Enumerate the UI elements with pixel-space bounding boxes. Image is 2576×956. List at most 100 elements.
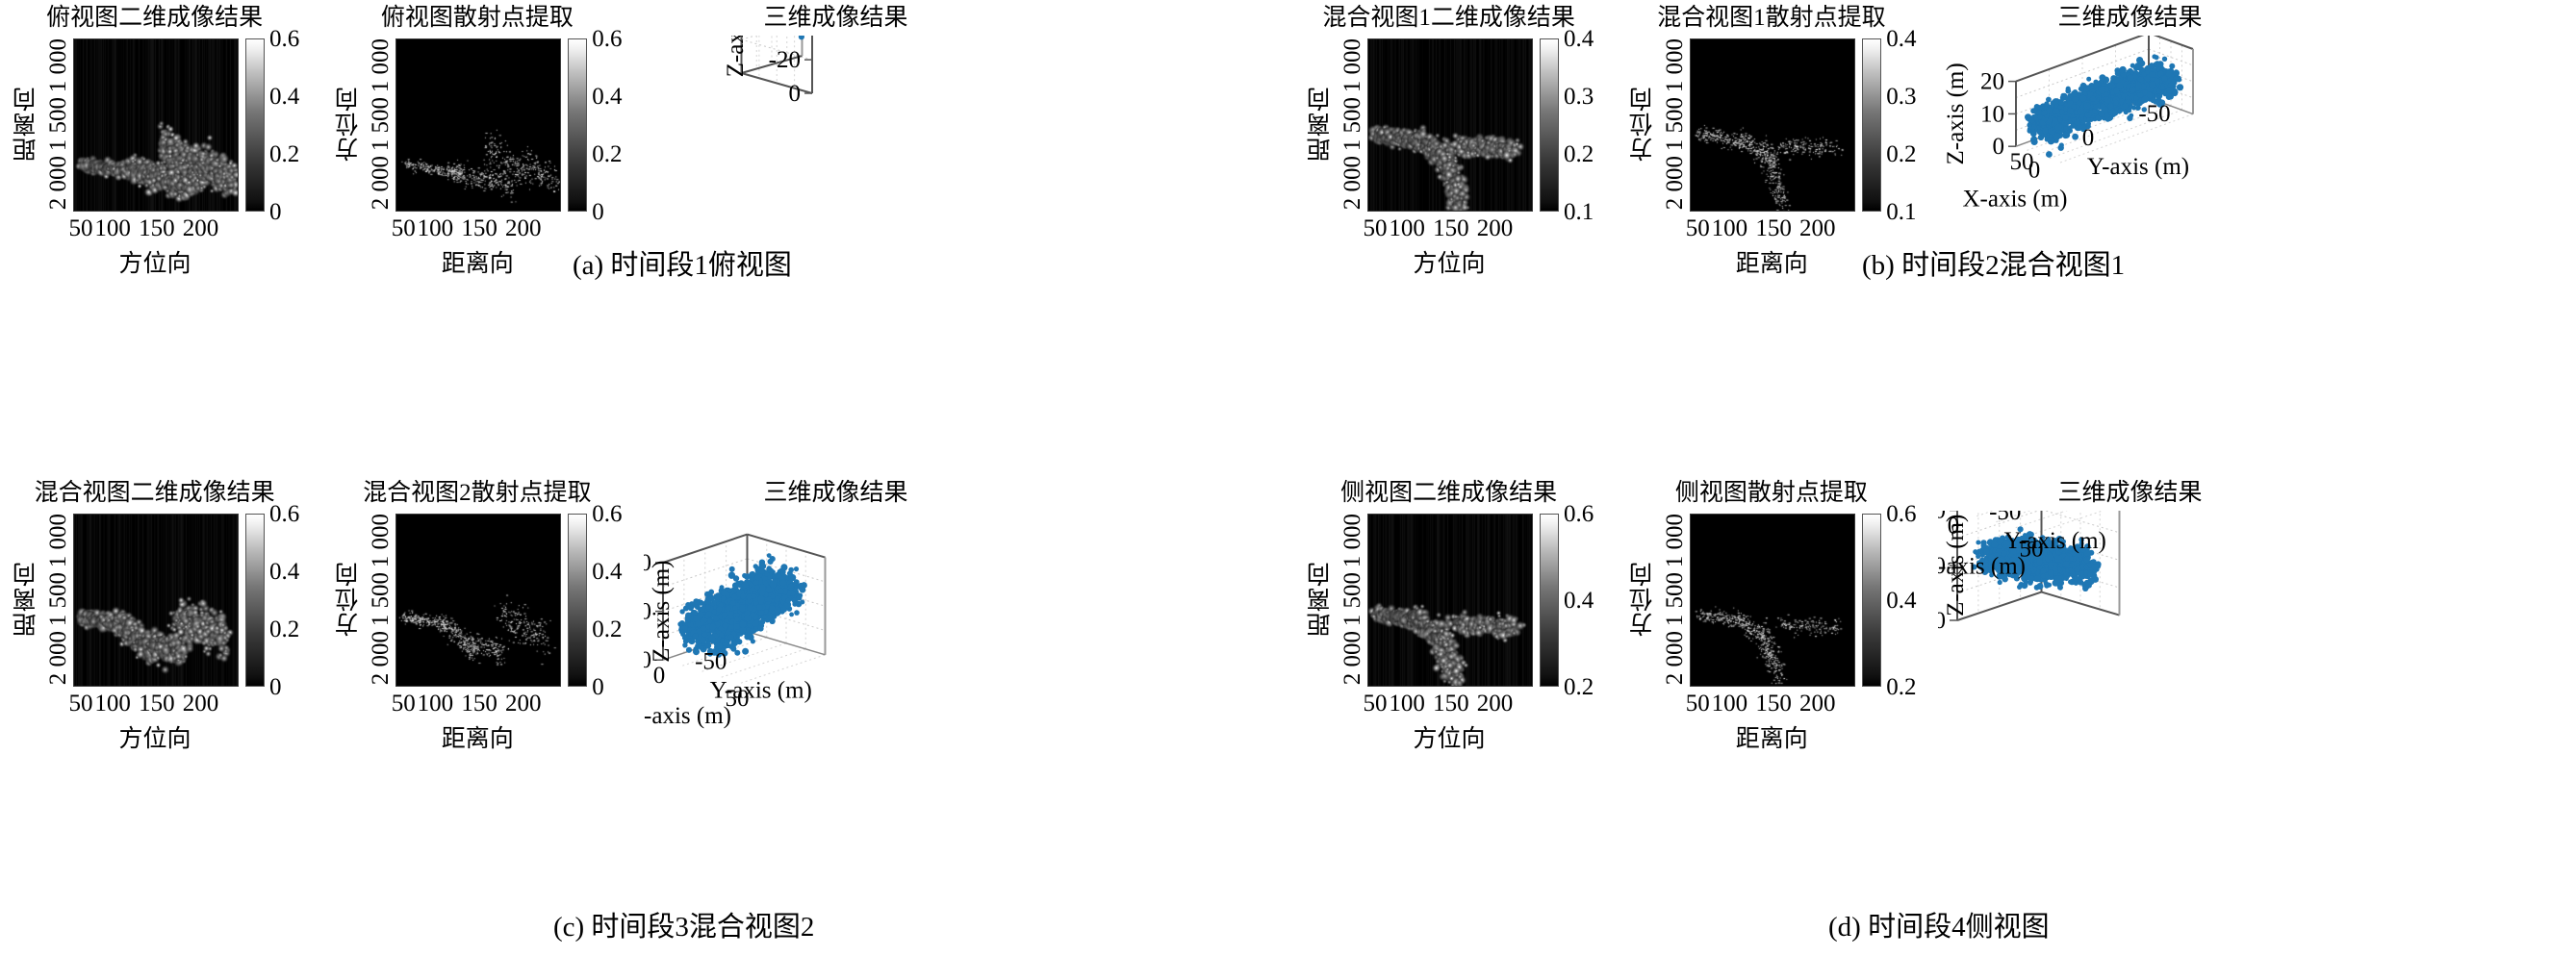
x-tick: 100 [417, 691, 454, 717]
scatter-point [781, 588, 788, 594]
y-axis-label-wrap: 方位向 [1626, 514, 1661, 685]
colorbar-tick-labels: 0.4 0.3 0.2 0.1 [1886, 25, 1917, 225]
x-tick: 100 [417, 215, 454, 241]
x-tick: 200 [182, 691, 219, 717]
colorbar-tick-labels: 0.6 0.4 0.2 0 [592, 25, 623, 225]
scatter-point [2165, 68, 2172, 75]
y-axis-label-wrap: 方位向 [332, 514, 367, 685]
scatter-point [693, 615, 701, 622]
scatter-point [754, 574, 760, 581]
scatter-point [2103, 91, 2108, 97]
x-tick-labels: 50 100 150 200 [392, 691, 559, 717]
x-tick-labels: 50 100 150 200 [392, 215, 559, 242]
scatter-point [2148, 81, 2155, 88]
scatter-point [741, 647, 749, 655]
x-axis-label: 方位向 [118, 726, 191, 752]
panel-row: 混合视图二维成像结果 距离向 1 000 1 500 2 000 50 100 150 200 方… [10, 481, 1029, 756]
scatter-point [732, 623, 740, 630]
x-tick-labels: 50 100 150 200 [1364, 691, 1531, 717]
y-axis-label-wrap: 方位向 [332, 38, 367, 210]
scatter-point [769, 581, 777, 588]
scatter-point [2119, 67, 2125, 74]
plot3d-title: 三维成像结果 [2057, 5, 2203, 31]
scatter-point [2137, 76, 2144, 83]
y-tick: 1 500 [45, 96, 71, 152]
axis-line [746, 582, 826, 607]
x-tick-labels: 50 100 150 200 [1686, 215, 1853, 242]
scatter-point [2150, 97, 2155, 104]
scatter-point [2158, 99, 2165, 106]
scatter-point [751, 593, 756, 599]
colorbar [1862, 514, 1882, 687]
scatter-point [2048, 138, 2053, 144]
axis-line [746, 607, 826, 631]
axis-line [2040, 564, 2120, 589]
plot2d-body: 方位向 1 000 1 500 2 000 50 100 150 200 距离向 0.6 0.4 0.… [332, 502, 623, 754]
colorbar-wrap: 0.6 0.4 0.2 [1540, 502, 1594, 699]
sar-image [395, 514, 562, 687]
scatter-point [692, 647, 699, 653]
scatter-point [716, 606, 722, 613]
scatter-point [2098, 110, 2105, 117]
x-tick: 150 [139, 691, 175, 717]
scatter-point [2074, 118, 2080, 126]
scatter-point [733, 616, 739, 622]
scatter-point [688, 638, 695, 645]
plot3d-area: 40 20 00 50 -50 Z-axis (m) X-axis (m)Y-axis (m… [644, 511, 1029, 756]
scatter-point [2134, 63, 2141, 69]
scatter-point [798, 36, 804, 40]
plot2d-body: 距离向 1 000 1 500 2 000 50 100 150 200 方位向 0.6 0.4 0.… [10, 27, 299, 279]
scatter-point [2043, 101, 2049, 107]
scatter-point [741, 581, 749, 589]
axis-tick-label: -40 [768, 36, 800, 39]
scatter-point [2171, 90, 2178, 97]
scatter-point [704, 604, 711, 610]
x-axis-label: 距离向 [441, 726, 514, 752]
x-tick: 200 [504, 215, 542, 241]
colorbar [568, 514, 588, 687]
sar-image [1367, 38, 1533, 212]
scatter-points [2024, 54, 2183, 158]
scatter-point [706, 618, 712, 624]
y-tick: 2 000 [1339, 630, 1365, 685]
scatter-point [2061, 132, 2069, 138]
colorbar-tick-labels: 0.6 0.4 0.2 0 [269, 500, 300, 700]
y-axis-label-wrap: 距离向 [1304, 514, 1339, 685]
scatter-point [2125, 99, 2130, 105]
axis-line [2148, 48, 2193, 66]
scatter-point [684, 616, 691, 623]
scatter-point [2153, 55, 2159, 61]
scatter-point [692, 633, 699, 640]
axis-line [746, 533, 826, 559]
axis-line [740, 72, 812, 94]
colorbar-wrap: 0.6 0.4 0.2 0 [568, 502, 623, 699]
scatter-point [720, 595, 726, 601]
scatter-point [2065, 86, 2071, 91]
plot2d-b-image: 混合视图1二维成像结果 距离向 1 000 1 500 2 000 50 100 150 200… [1304, 6, 1594, 279]
plot3d-area: 20 10 0 0 50 0 -50 Z-axis (m) X-axis (m) Y-axis (… [1938, 36, 2323, 281]
scatter-point [701, 625, 706, 632]
scatter-point [2045, 96, 2052, 103]
scatter-point [681, 635, 687, 641]
scatter-point [739, 605, 746, 613]
scatter-point [708, 623, 716, 631]
scatter-point [757, 625, 764, 632]
scatter-point [2114, 70, 2121, 77]
y-tick-labels: 1 000 1 500 2 000 [44, 38, 73, 210]
scatter-point [2161, 56, 2167, 62]
scatter-point [788, 583, 794, 589]
x-tick: 200 [1798, 691, 1836, 717]
panel-a: 俯视图二维成像结果 距离向 1 000 1 500 2 000 50 100 150 200 方位… [10, 6, 1029, 281]
scatter-point [731, 582, 739, 590]
scatter-point [676, 621, 683, 627]
scatter-point [2122, 103, 2129, 110]
scatter-point [2172, 69, 2180, 76]
scatter-point [678, 609, 685, 615]
scatter-point [723, 618, 728, 623]
scatter-point [798, 582, 803, 589]
panel-d: 侧视图二维成像结果 距离向 1 000 1 500 2 000 50 100 150 200 方位… [1304, 481, 2323, 756]
plot2d-axes-column: 50 100 150 200 距离向 [1686, 514, 1856, 754]
scatter-point [2054, 123, 2062, 131]
colorbar [1540, 514, 1559, 687]
